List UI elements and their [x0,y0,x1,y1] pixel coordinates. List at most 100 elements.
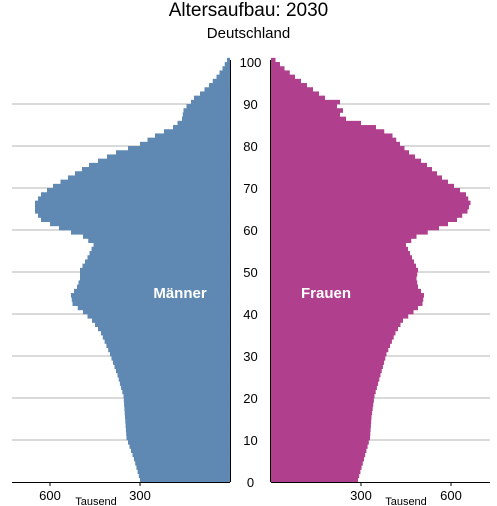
bar-frauen-age-16 [271,410,373,416]
bar-maenner-age-58 [83,234,230,239]
bar-maenner-age-10 [126,435,230,441]
bar-maenner-age-7 [131,448,230,453]
bar-frauen-age-11 [271,431,371,437]
axes [12,60,490,483]
bar-maenner-age-68 [41,192,230,197]
bar-frauen-age-46 [271,284,418,290]
bar-frauen-age-20 [271,393,375,399]
bar-frauen-age-39 [271,314,409,319]
bar-maenner-age-44 [71,293,230,298]
bar-maenner-age-36 [98,326,230,332]
bar-maenner-age-3 [136,465,230,470]
bar-frauen-age-27 [271,364,383,369]
bar-frauen-age-14 [271,419,372,424]
bar-maenner-age-1 [138,473,230,479]
bar-maenner-age-88 [183,108,230,113]
bar-maenner-age-83 [164,129,230,134]
bar-frauen-age-12 [271,427,371,432]
bar-maenner-age-96 [216,74,230,80]
bar-maenner-age-43 [71,297,230,302]
bar-maenner-age-32 [106,343,230,348]
bar-maenner-age-26 [116,368,230,374]
bar-frauen-age-99 [271,62,280,67]
bar-frauen-age-21 [271,389,376,395]
x-tick-left-600: 600 [39,488,61,503]
bar-frauen-age-22 [271,385,377,390]
bar-frauen-age-80 [271,141,400,147]
bar-maenner-age-25 [117,372,230,378]
bar-maenner-age-76 [98,158,230,164]
female-bars [271,57,471,483]
bar-maenner-age-33 [104,339,230,344]
x-tick-right-600: 600 [440,488,462,503]
bar-frauen-age-37 [271,322,401,327]
age-tick-0: 0 [247,475,254,490]
bar-frauen-age-48 [271,276,417,281]
bar-frauen-age-85 [271,120,361,126]
bar-maenner-age-50 [80,267,230,273]
bar-maenner-age-67 [38,196,230,201]
bar-frauen-age-77 [271,154,415,159]
bar-maenner-age-39 [87,314,230,319]
bar-frauen-age-8 [271,444,368,449]
bar-frauen-age-94 [271,83,307,88]
bar-maenner-age-65 [35,204,230,210]
bar-frauen-age-97 [271,70,290,75]
bar-frauen-age-69 [271,188,460,193]
bar-maenner-age-89 [186,104,230,109]
bar-frauen-age-68 [271,192,466,197]
bar-maenner-age-20 [123,393,230,399]
bar-maenner-age-48 [80,276,230,281]
bar-frauen-age-3 [271,465,362,470]
bar-maenner-age-73 [75,171,230,176]
bar-maenner-age-60 [59,225,230,231]
bar-maenner-age-86 [182,116,230,122]
bar-frauen-age-17 [271,406,373,411]
bar-frauen-age-51 [271,263,416,269]
bar-maenner-age-79 [128,146,230,151]
bar-maenner-age-95 [212,78,230,84]
age-tick-10: 10 [243,433,257,448]
bar-maenner-age-91 [194,95,230,101]
bar-maenner-age-57 [88,238,230,243]
bar-frauen-age-18 [271,402,374,407]
age-tick-labels: 0 10 20 30 40 50 60 70 80 90 100 [240,55,262,490]
bar-frauen-age-2 [271,469,361,474]
bar-frauen-age-75 [271,162,427,168]
bar-frauen-age-96 [271,74,295,80]
bar-frauen-age-89 [271,104,337,109]
bar-maenner-age-63 [38,213,230,218]
bar-maenner-age-75 [89,162,230,168]
bar-frauen-age-74 [271,167,432,172]
bar-frauen-age-55 [271,246,408,252]
bar-maenner-age-2 [137,469,230,474]
bar-maenner-age-0 [140,477,230,483]
bar-frauen-age-30 [271,351,387,357]
bar-maenner-age-14 [125,419,230,424]
bar-maenner-age-71 [60,179,230,185]
bar-maenner-age-97 [219,70,230,75]
bar-maenner-age-41 [77,305,230,311]
bar-frauen-age-92 [271,91,319,96]
bar-maenner-age-62 [41,217,230,222]
bar-maenner-age-92 [200,91,230,96]
bar-frauen-age-84 [271,125,376,130]
bar-maenner-age-72 [68,175,230,180]
bar-frauen-age-7 [271,448,367,453]
bar-frauen-age-31 [271,347,389,353]
bar-frauen-age-60 [271,225,439,231]
bar-frauen-age-78 [271,150,409,155]
male-bars [35,57,230,483]
bar-frauen-age-32 [271,343,391,348]
bar-maenner-age-98 [222,66,230,71]
x-unit-label-right: Tausend [385,496,427,506]
bar-maenner-age-49 [80,272,230,277]
bar-maenner-age-37 [95,322,230,327]
bar-maenner-age-81 [147,137,230,143]
bar-frauen-age-58 [271,234,417,239]
bar-maenner-age-16 [124,410,230,416]
bar-frauen-age-45 [271,288,421,294]
bar-frauen-age-40 [271,309,414,315]
bar-maenner-age-27 [114,364,230,369]
bar-frauen-age-41 [271,305,418,311]
